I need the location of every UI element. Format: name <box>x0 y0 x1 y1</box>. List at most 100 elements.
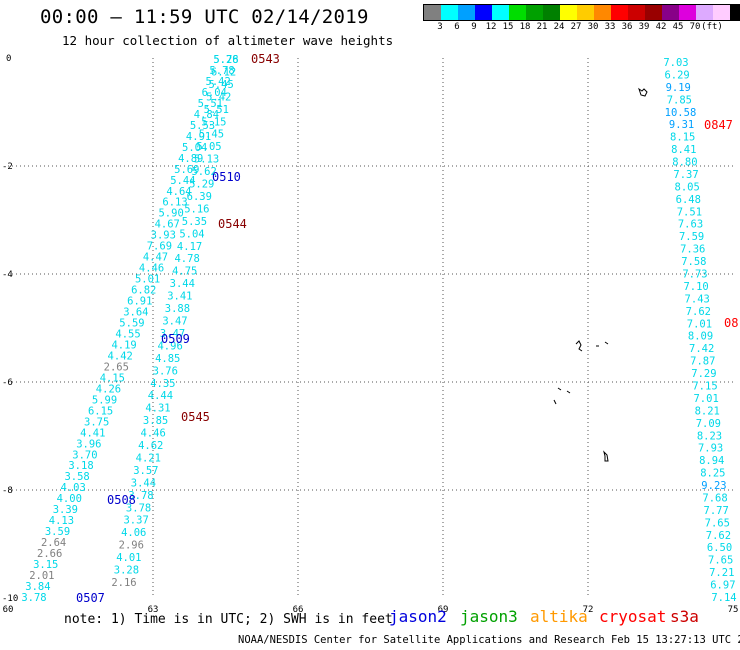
footer-note: note: 1) Time is in UTC; 2) SWH is in fe… <box>64 612 393 627</box>
legend-tick-label: 15 <box>502 22 514 32</box>
wave-height-label: 5.05 <box>196 141 221 153</box>
wave-height-label: 3.93 <box>151 230 176 242</box>
wave-height-label: 4.01 <box>116 552 141 564</box>
legend-tick-label: 6 <box>454 22 460 32</box>
wave-height-label: 4.91 <box>186 131 211 143</box>
island-outline <box>575 340 583 352</box>
satellite-legend-altika: altika <box>530 607 588 626</box>
wave-height-label: 4.13 <box>49 515 74 527</box>
wave-height-label: 3.85 <box>143 415 168 427</box>
y-axis-label: 0 <box>6 54 11 64</box>
wave-height-label: 3.96 <box>76 438 101 450</box>
wave-height-label: 8.94 <box>699 455 724 467</box>
wave-height-label: 4.96 <box>157 340 182 352</box>
legend-swatch <box>730 5 740 20</box>
wave-height-label: 7.51 <box>677 206 702 218</box>
legend-swatch <box>458 5 475 20</box>
wave-height-label: 3.76 <box>153 365 178 377</box>
y-axis-label: -4 <box>2 270 13 280</box>
wave-height-label: 3.44 <box>131 477 156 489</box>
legend-swatch <box>441 5 458 20</box>
pass-time-label: 0510 <box>212 170 241 184</box>
wave-height-label: 4.46 <box>139 263 164 275</box>
wave-height-label: 2.01 <box>29 570 54 582</box>
legend-tick-label: 12 <box>485 22 497 32</box>
legend-tick-label: 24 <box>553 22 565 32</box>
color-legend: 3 6 9 12 15 18 21 24 27 30 33 36 39 42 45 70 (ft) <box>423 4 740 33</box>
wave-height-label: 8.41 <box>671 144 696 156</box>
wave-height-label: 3.78 <box>126 502 151 514</box>
wave-height-label: 7.43 <box>685 293 710 305</box>
wave-height-label: 5.45 <box>199 129 224 141</box>
legend-swatches <box>423 4 740 21</box>
wave-height-label: 4.26 <box>96 383 121 395</box>
wave-height-label: 7.01 <box>687 318 712 330</box>
wave-height-label: 3.75 <box>84 416 109 428</box>
wave-height-label: 2.64 <box>41 537 66 549</box>
wave-height-label: 10.58 <box>665 107 697 119</box>
wave-height-label: 7.29 <box>691 368 716 380</box>
wave-height-label: 5.44 <box>170 175 195 187</box>
wave-height-label: 8.80 <box>672 157 697 169</box>
wave-height-label: 7.68 <box>702 492 727 504</box>
wave-height-label: 6.97 <box>710 580 735 592</box>
wave-height-label: 5.04 <box>179 228 204 240</box>
wave-height-label: 4.15 <box>100 372 125 384</box>
wave-height-label: 7.37 <box>673 169 698 181</box>
wave-height-label: 5.42 <box>206 91 231 103</box>
wave-height-label: 4.21 <box>136 452 161 464</box>
x-axis-label: 75 <box>728 605 739 615</box>
wave-height-label: 3.58 <box>64 471 89 483</box>
x-axis-label: 63 <box>148 605 159 615</box>
x-axis-label: 72 <box>583 605 594 615</box>
wave-height-label: 7.03 <box>663 57 688 69</box>
pass-time-label: 0507 <box>76 591 105 605</box>
wave-height-label: 7.42 <box>689 343 714 355</box>
wave-height-label: 4.84 <box>194 109 219 121</box>
wave-height-label: 7.87 <box>690 356 715 368</box>
wave-height-label: 5.69 <box>174 164 199 176</box>
legend-tick-label: 33 <box>604 22 616 32</box>
wave-height-label: 2.16 <box>111 577 136 589</box>
wave-height-label: 4.62 <box>138 440 163 452</box>
legend-swatch <box>679 5 696 20</box>
satellite-legend-s3a: s3a <box>670 607 699 626</box>
wave-height-label: 5.76 <box>213 54 238 66</box>
wave-height-label: 5.15 <box>201 116 226 128</box>
wave-height-label: 7.01 <box>693 393 718 405</box>
x-axis-label: 66 <box>293 605 304 615</box>
wave-height-label: 4.17 <box>177 241 202 253</box>
wave-height-label: 5.42 <box>206 76 231 88</box>
wave-height-label: 9.31 <box>669 119 694 131</box>
wave-height-label: 3.84 <box>25 581 50 593</box>
legend-tick-label: 21 <box>536 22 548 32</box>
satellite-legend-jason2: jason2 <box>389 607 447 626</box>
wave-height-label: 3.59 <box>45 526 70 538</box>
wave-height-label: 7.62 <box>686 306 711 318</box>
wave-height-label: 4.64 <box>166 186 191 198</box>
wave-height-label: 7.36 <box>680 244 705 256</box>
wave-height-label: 5.28 <box>213 54 238 66</box>
wave-height-label: 5.29 <box>189 179 214 191</box>
wave-height-label: 6.04 <box>202 87 227 99</box>
wave-height-label: 5.13 <box>194 154 219 166</box>
wave-height-label: 7.10 <box>683 281 708 293</box>
wave-height-label: 7.09 <box>696 418 721 430</box>
wave-height-label: 7.73 <box>682 269 707 281</box>
legend-tick-label: 70 <box>689 22 701 32</box>
legend-tick-label: 30 <box>587 22 599 32</box>
legend-tick-label: (ft) <box>701 22 723 32</box>
wave-height-label: 4.47 <box>143 252 168 264</box>
wave-height-label: 5.04 <box>182 142 207 154</box>
wave-height-label: 4.42 <box>108 350 133 362</box>
legend-swatch <box>424 5 441 20</box>
legend-swatch <box>713 5 730 20</box>
wave-height-label: 7.85 <box>667 94 692 106</box>
pass-time-label: 0509 <box>161 332 190 346</box>
wave-height-label: 5.45 <box>208 79 233 91</box>
wave-height-label: 4.55 <box>115 328 140 340</box>
wave-height-label: 8.05 <box>675 181 700 193</box>
wave-height-label: 6.91 <box>127 296 152 308</box>
wave-height-label: 7.69 <box>147 241 172 253</box>
